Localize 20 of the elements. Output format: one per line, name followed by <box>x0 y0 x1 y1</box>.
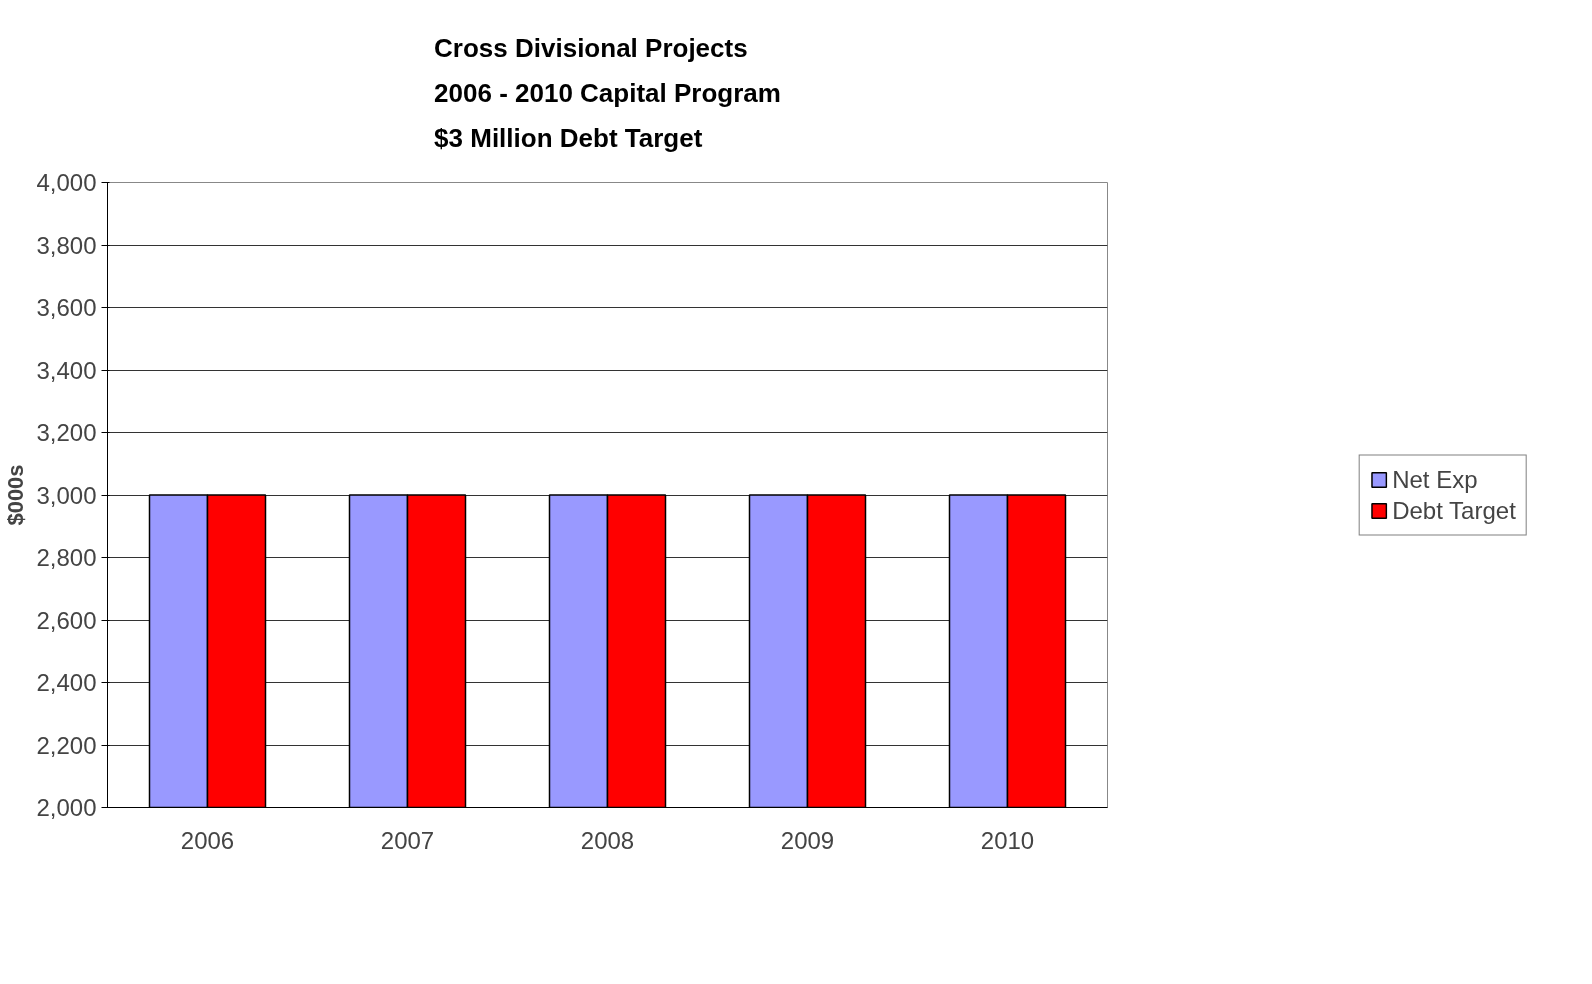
y-tick-label: 2,800 <box>36 544 97 571</box>
y-tick-label: 3,400 <box>36 356 97 384</box>
y-tick-label: 2,200 <box>36 731 97 759</box>
y-tick-label: 3,600 <box>36 294 97 321</box>
y-tick-label: 3,000 <box>36 481 97 509</box>
x-tick-label: 2009 <box>780 826 835 854</box>
legend-label: Net Exp <box>1392 465 1478 493</box>
x-tick-label: 2006 <box>180 826 235 854</box>
x-tick-label: 2008 <box>580 826 635 854</box>
x-tick-label: 2010 <box>980 826 1035 854</box>
chart-title: Cross Divisional Projects 2006 - 2010 Capital Program $3 Million Debt Target <box>434 32 781 153</box>
y-tick-label: 3,200 <box>36 419 97 446</box>
y-tick-label: 3,800 <box>36 231 97 259</box>
legend-label: Debt Target <box>1392 496 1516 524</box>
y-tick-label: 4,000 <box>36 169 97 196</box>
y-axis-title: $000s <box>3 464 29 526</box>
y-tick-label: 2,000 <box>36 794 97 821</box>
y-tick-label: 2,600 <box>36 606 97 634</box>
x-tick-label: 2007 <box>380 826 435 854</box>
y-tick-label: 2,400 <box>36 669 97 696</box>
